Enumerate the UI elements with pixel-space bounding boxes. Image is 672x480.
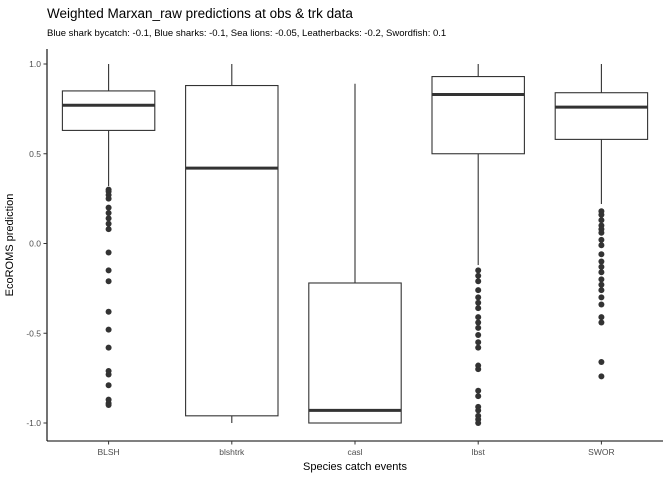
outlier-point: [598, 319, 605, 326]
outlier-point: [598, 236, 605, 243]
box-iqr: [431, 76, 525, 155]
outlier-point: [105, 344, 112, 351]
outlier-point: [475, 407, 482, 414]
outlier-point: [475, 272, 482, 279]
outlier-point: [105, 278, 112, 285]
outlier-point: [475, 267, 482, 274]
outlier-point: [105, 220, 112, 227]
box-SWOR: [554, 64, 649, 380]
outlier-point: [475, 332, 482, 339]
x-tick-label: casl: [347, 447, 362, 457]
outlier-point: [105, 382, 112, 389]
outlier-point: [105, 308, 112, 315]
outlier-point: [475, 393, 482, 400]
outlier-point: [598, 263, 605, 270]
x-axis-title: Species catch events: [303, 461, 407, 473]
outlier-point: [598, 358, 605, 365]
box-iqr: [554, 92, 649, 140]
x-tick-label: blshtrk: [219, 447, 245, 457]
outlier-point: [598, 251, 605, 258]
outlier-point: [598, 242, 605, 249]
outlier-point: [475, 339, 482, 346]
outlier-point: [105, 226, 112, 233]
outlier-point: [475, 287, 482, 294]
x-tick-label: BLSH: [97, 447, 119, 457]
chart-subtitle: Blue shark bycatch: -0.1, Blue sharks: -…: [47, 28, 446, 39]
outlier-point: [598, 287, 605, 294]
chart-title: Weighted Marxan_raw predictions at obs &…: [47, 6, 353, 21]
outlier-point: [598, 281, 605, 288]
box-iqr: [185, 84, 279, 417]
outlier-point: [475, 319, 482, 326]
y-tick-label: -0.5: [26, 328, 41, 338]
outlier-point: [475, 420, 482, 426]
plot-area: [61, 64, 649, 426]
box-lbst: [431, 64, 525, 426]
outlier-point: [105, 215, 112, 222]
outlier-point: [475, 278, 482, 285]
y-tick-label: 1.0: [29, 59, 41, 69]
outlier-point: [105, 402, 112, 409]
outlier-point: [598, 211, 605, 218]
outlier-point: [598, 373, 605, 380]
outlier-point: [475, 305, 482, 312]
outlier-point: [475, 366, 482, 373]
x-tick-label: lbst: [472, 447, 486, 457]
outlier-point: [105, 249, 112, 256]
outlier-point: [475, 324, 482, 331]
x-tick-label: SWOR: [588, 447, 614, 457]
outlier-point: [475, 344, 482, 351]
box-casl: [308, 83, 402, 424]
outlier-point: [105, 195, 112, 202]
outlier-point: [598, 269, 605, 276]
outlier-point: [105, 326, 112, 333]
box-BLSH: [61, 64, 156, 409]
outlier-point: [475, 294, 482, 301]
y-tick-label: -1.0: [26, 418, 41, 428]
outlier-point: [105, 209, 112, 216]
outlier-point: [598, 314, 605, 321]
outlier-point: [598, 217, 605, 224]
outlier-point: [598, 301, 605, 308]
y-axis-title: EcoROMS prediction: [4, 194, 16, 297]
axes: 1.0 0.5 0.0 -0.5 -1.0 BLSH blshtrk casl lbst SWOR: [26, 59, 614, 457]
outlier-point: [105, 267, 112, 274]
box-iqr: [61, 90, 156, 131]
box-iqr: [308, 282, 402, 424]
outlier-point: [475, 314, 482, 321]
y-tick-label: 0.5: [29, 149, 41, 159]
outlier-point: [598, 229, 605, 236]
outlier-point: [598, 294, 605, 301]
y-tick-label: 0.0: [29, 239, 41, 249]
outlier-point: [475, 299, 482, 306]
box-blshtrk: [185, 64, 279, 423]
outlier-point: [475, 387, 482, 394]
outlier-point: [598, 276, 605, 283]
outlier-point: [105, 204, 112, 211]
outlier-point: [105, 371, 112, 378]
outlier-point: [598, 258, 605, 265]
